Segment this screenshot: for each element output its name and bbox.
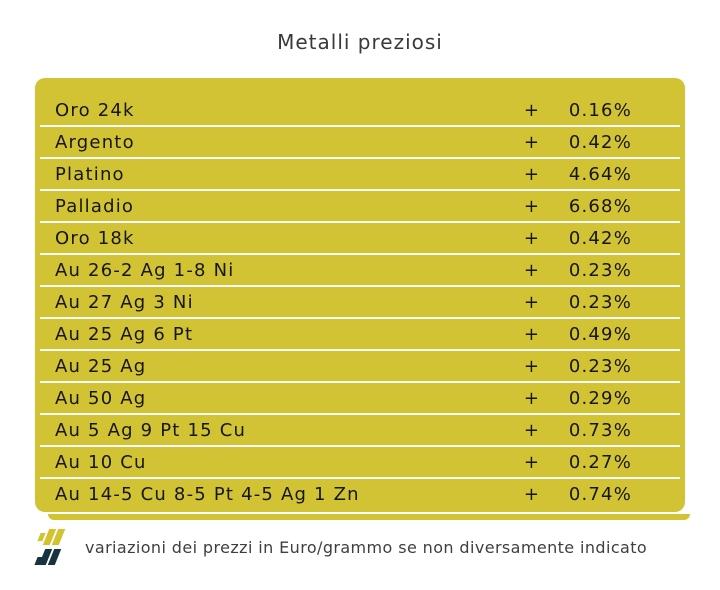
table-row: Oro 18k + 0.42% (35, 223, 685, 253)
change-sign: + (523, 323, 541, 345)
table-row: Au 10 Cu + 0.27% (35, 447, 685, 477)
metal-name: Au 26-2 Ag 1-8 Ni (55, 259, 235, 281)
table-row: Argento + 0.42% (35, 127, 685, 157)
table-row: Au 5 Ag 9 Pt 15 Cu + 0.73% (35, 415, 685, 445)
change-sign: + (523, 195, 541, 217)
metals-table-rows: Oro 24k + 0.16% Argento + 0.42% Platino … (35, 95, 685, 509)
row-separator (40, 445, 680, 447)
table-row: Au 26-2 Ag 1-8 Ni + 0.23% (35, 255, 685, 285)
metals-table: Oro 24k + 0.16% Argento + 0.42% Platino … (35, 78, 685, 512)
row-separator (40, 317, 680, 319)
metal-name: Au 5 Ag 9 Pt 15 Cu (55, 419, 247, 441)
change-value: 0.74% (568, 483, 632, 505)
change-value: 0.23% (568, 355, 632, 377)
metal-name: Argento (55, 131, 135, 153)
table-row: Oro 24k + 0.16% (35, 95, 685, 125)
metal-name: Au 25 Ag (55, 355, 147, 377)
metal-name: Oro 18k (55, 227, 135, 249)
metal-name: Au 27 Ag 3 Ni (55, 291, 194, 313)
row-separator (40, 157, 680, 159)
row-separator (40, 477, 680, 479)
metal-name: Palladio (55, 195, 135, 217)
table-row: Au 25 Ag 6 Pt + 0.49% (35, 319, 685, 349)
change-value: 0.49% (568, 323, 632, 345)
row-separator (40, 189, 680, 191)
table-row: Au 14-5 Cu 8-5 Pt 4-5 Ag 1 Zn + 0.74% (35, 479, 685, 509)
change-sign: + (523, 355, 541, 377)
change-sign: + (523, 259, 541, 281)
change-sign: + (523, 291, 541, 313)
footnote: variazioni dei prezzi in Euro/grammo se … (85, 537, 648, 557)
metals-table-wrap: Oro 24k + 0.16% Argento + 0.42% Platino … (35, 78, 690, 520)
metal-name: Au 14-5 Cu 8-5 Pt 4-5 Ag 1 Zn (55, 483, 360, 505)
change-value: 0.73% (568, 419, 632, 441)
table-row: Palladio + 6.68% (35, 191, 685, 221)
change-value: 6.68% (568, 195, 632, 217)
change-value: 0.29% (568, 387, 632, 409)
table-bottom-underlay (48, 514, 690, 520)
row-separator (40, 285, 680, 287)
footer: variazioni dei prezzi in Euro/grammo se … (34, 528, 685, 566)
change-value: 0.23% (568, 291, 632, 313)
change-sign: + (523, 483, 541, 505)
metal-name: Au 50 Ag (55, 387, 147, 409)
change-value: 0.42% (568, 227, 632, 249)
page-title: Metalli preziosi (277, 30, 443, 54)
change-sign: + (523, 99, 541, 121)
metal-name: Platino (55, 163, 125, 185)
change-value: 0.42% (568, 131, 632, 153)
change-value: 0.27% (568, 451, 632, 473)
row-separator (40, 253, 680, 255)
change-value: 4.64% (568, 163, 632, 185)
change-sign: + (523, 131, 541, 153)
row-separator (40, 349, 680, 351)
change-sign: + (523, 163, 541, 185)
table-row: Platino + 4.64% (35, 159, 685, 189)
row-separator (40, 125, 680, 127)
change-sign: + (523, 387, 541, 409)
table-row: Au 50 Ag + 0.29% (35, 383, 685, 413)
metal-name: Au 10 Cu (55, 451, 147, 473)
row-separator (40, 221, 680, 223)
metal-name: Au 25 Ag 6 Pt (55, 323, 194, 345)
change-sign: + (523, 419, 541, 441)
row-separator (40, 413, 680, 415)
change-sign: + (523, 451, 541, 473)
table-row: Au 25 Ag + 0.23% (35, 351, 685, 381)
slashes-logo-icon (34, 528, 66, 566)
change-sign: + (523, 227, 541, 249)
row-separator (40, 381, 680, 383)
change-value: 0.16% (568, 99, 632, 121)
change-value: 0.23% (568, 259, 632, 281)
table-row: Au 27 Ag 3 Ni + 0.23% (35, 287, 685, 317)
metal-name: Oro 24k (55, 99, 135, 121)
